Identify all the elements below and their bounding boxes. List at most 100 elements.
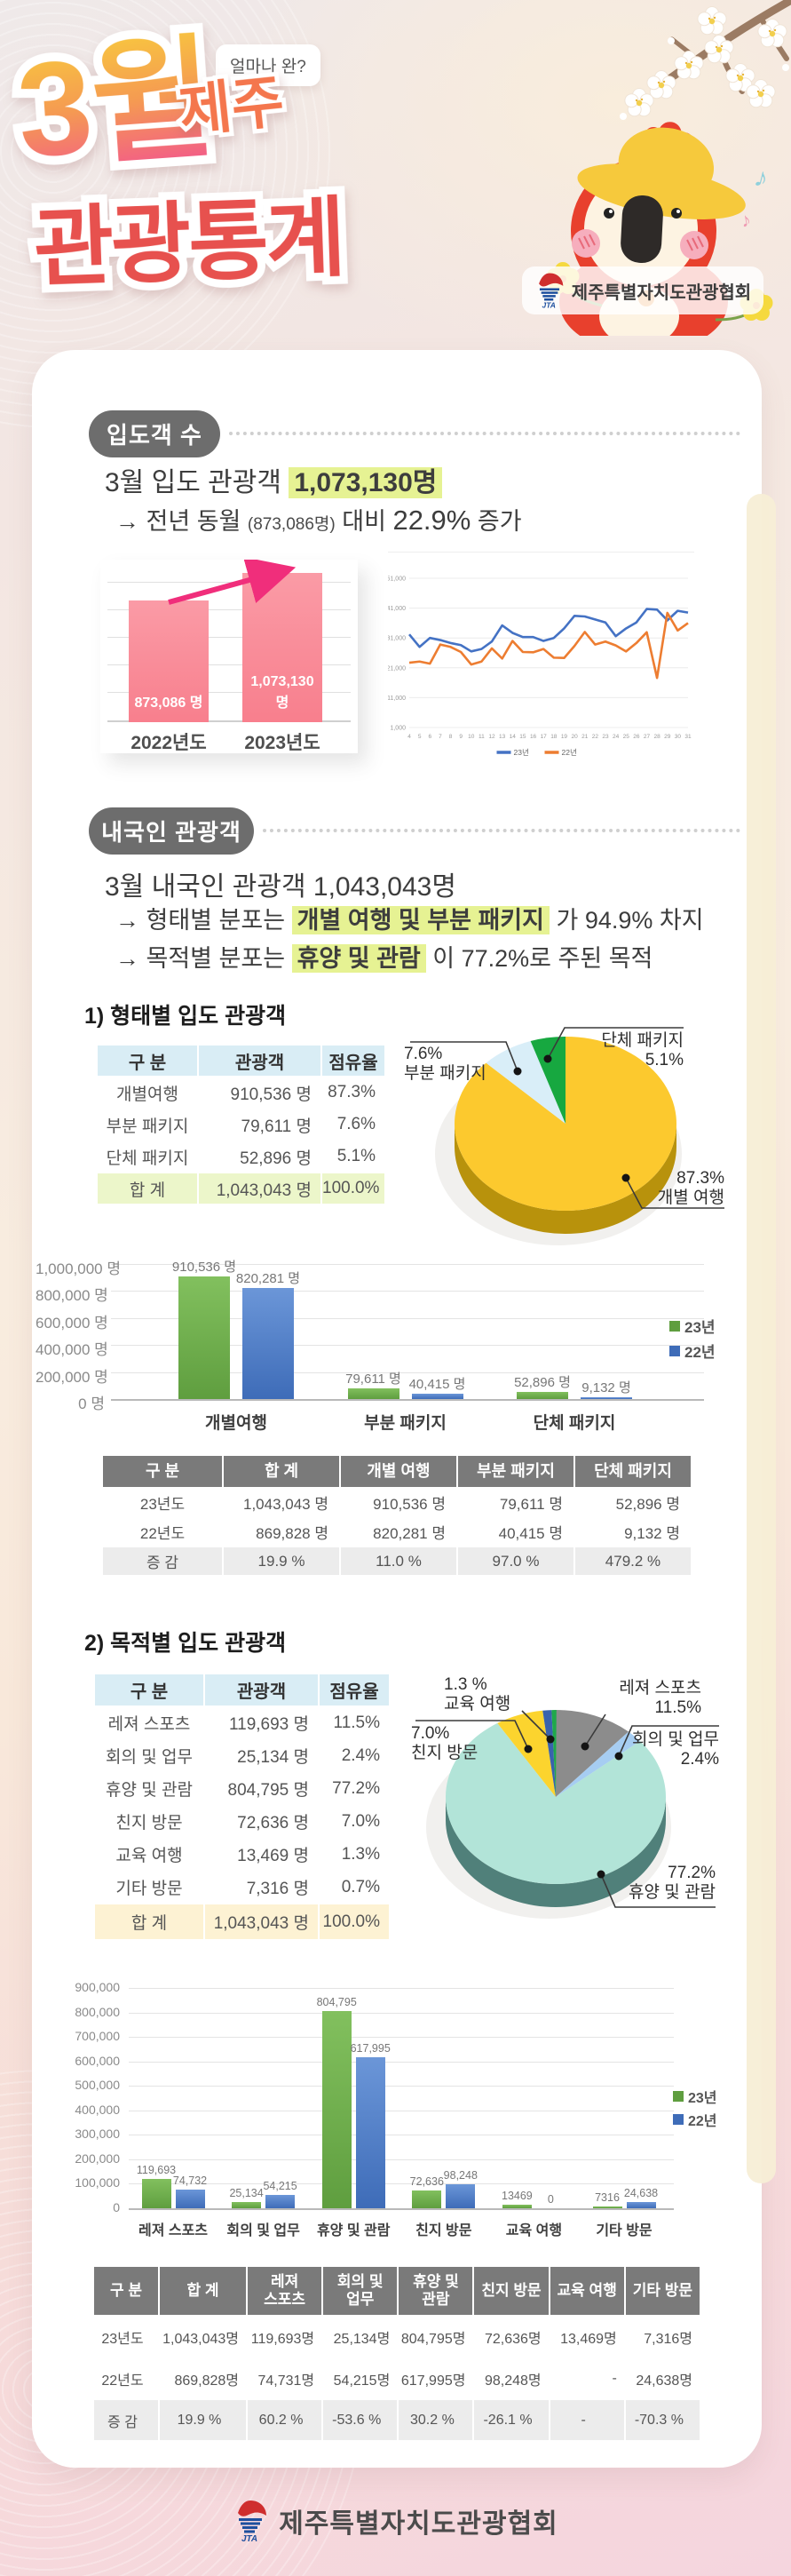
bar-value-label: 820,281 명 — [235, 1271, 301, 1286]
svg-text:JTA: JTA — [241, 2534, 257, 2544]
gridline — [111, 1291, 704, 1292]
table-cell: 합 계 — [95, 1904, 203, 1939]
bar — [502, 2205, 532, 2208]
x-tick-label: 15 — [519, 734, 526, 740]
gridline — [129, 2012, 674, 2014]
y-tick-label: 1,000 — [390, 726, 406, 732]
dotted-divider — [263, 829, 740, 832]
type-compare-bar-chart: 1,000,000 명 800,000 명 600,000 명 400,000 명 20… — [36, 1260, 746, 1442]
table-cell: 52,896 명 — [615, 1496, 680, 1513]
bar-value-label: 52,896 명 — [514, 1375, 571, 1390]
gridline — [111, 1345, 704, 1347]
pie-callout-label: 7.0% 친지 방문 — [411, 1724, 479, 1763]
bar-value-label: 79,611 명 — [345, 1371, 401, 1387]
gridline — [129, 2061, 674, 2063]
bar-value-label: 119,693 — [136, 2164, 177, 2176]
decor-band — [747, 494, 776, 2183]
domestic-type-line: → 형태별 분포는 개별 여행 및 부분 패키지 가 94.9% 차지 — [115, 906, 704, 934]
bar-value-label: 0 — [547, 2193, 554, 2206]
domestic-headline: 3월 내국인 관광객 1,043,043명 — [105, 872, 456, 902]
x-tick-label: 9 — [459, 734, 463, 740]
category-label: 부분 패키지 — [364, 1414, 447, 1433]
table-cell: 119,693 명 — [228, 1715, 309, 1734]
table-cell: 13,469 명 — [237, 1847, 309, 1865]
table-cell: 레져 스포츠 — [107, 1715, 191, 1734]
blossom-branch-illustration — [620, 0, 791, 120]
purpose-share-table: 구 분 관광객 점유율 레져 스포츠 119,693 명 11.5% 회의 및 업무 25,1… — [93, 1673, 391, 1941]
table-cell: 72,636명 — [484, 2331, 542, 2347]
table-cell: 교육 여행 — [550, 2267, 624, 2315]
table-cell: 77.2% — [332, 1778, 380, 1798]
x-tick-label: 20 — [571, 734, 578, 740]
category-label: 친지 방문 — [415, 2223, 472, 2238]
x-axis-line — [129, 2208, 674, 2210]
bar — [626, 2202, 656, 2208]
bar — [446, 2184, 476, 2208]
x-tick-label: 12 — [488, 734, 495, 740]
table-cell: 5.1% — [336, 1147, 376, 1165]
bar-value-label: 74,732 — [172, 2174, 208, 2187]
table-cell: 2.4% — [341, 1745, 380, 1765]
category-label: 개별여행 — [205, 1414, 267, 1433]
table-cell: 구 분 — [95, 1674, 203, 1705]
speech-bubble-text: 얼마나 완? — [230, 58, 306, 76]
dotted-divider — [229, 432, 740, 435]
x-tick-label: 17 — [541, 734, 548, 740]
subsection-heading-type: 1) 형태별 입도 관광객 — [84, 1004, 287, 1029]
x-tick-label: 28 — [653, 734, 660, 740]
table-cell: 479.2 % — [575, 1547, 691, 1575]
category-label: 2023년도 — [244, 733, 320, 753]
x-tick-label: 8 — [449, 734, 453, 740]
table-cell: 79,611 명 — [241, 1117, 312, 1136]
callout-line — [547, 1027, 684, 1060]
table-cell: 개별 여행 — [341, 1456, 456, 1487]
table-cell: 30.2 % — [399, 2400, 473, 2440]
table-cell: 617,995명 — [400, 2373, 466, 2389]
y-tick-label: 200,000 — [75, 2151, 120, 2166]
y-tick-label: 0 — [113, 2200, 120, 2214]
x-tick-label: 26 — [633, 734, 640, 740]
table-cell: 1,043,043명 — [162, 2331, 239, 2347]
table-cell: 구 분 — [94, 2267, 158, 2315]
bar-value-label: 25,134 — [229, 2187, 264, 2199]
legend-item: 22년 — [673, 2109, 717, 2130]
table-cell: 100.0% — [322, 1173, 384, 1204]
gridline — [129, 2086, 674, 2087]
footer: JTA 제주특별자치도관광협회 — [0, 2498, 791, 2544]
table-cell: -53.6 % — [323, 2400, 398, 2440]
gridline — [111, 1264, 704, 1265]
table-cell: - — [550, 2400, 624, 2440]
daily-arrivals-line-chart: 51,000 41,000 31,000 21,000 11,000 1,000 4 5 6 7 8… — [387, 552, 694, 763]
legend-item: 23년 — [673, 2086, 717, 2107]
table-cell: 친지 방문 — [115, 1814, 183, 1833]
category-label: 2022년도 — [131, 733, 207, 753]
type-share-table: 구 분 관광객 점유율 개별여행 910,536 명 87.3% 부분 패키지 79,611 … — [96, 1044, 386, 1205]
table-cell: 25,134명 — [333, 2331, 391, 2347]
bar — [347, 1388, 399, 1399]
y-tick-label: 31,000 — [388, 636, 406, 642]
jta-logo-icon: JTA — [538, 273, 564, 310]
y-tick-label: 41,000 — [388, 606, 406, 612]
bar — [141, 2179, 171, 2208]
y-tick-label: 600,000 — [75, 2053, 120, 2068]
y-tick-label: 800,000 — [75, 2004, 120, 2019]
table-cell: 22년도 — [139, 1525, 186, 1542]
table-cell: 합 계 — [160, 2267, 246, 2315]
bar-value-label: 910,536 명 — [171, 1260, 237, 1275]
x-tick-label: 10 — [468, 734, 475, 740]
arrivals-headline: 3월 입도 관광객 1,073,130명 — [105, 460, 443, 499]
pie-callout-label: 87.3% 개별 여행 — [657, 1169, 724, 1208]
table-cell: 교육 여행 — [115, 1847, 183, 1865]
category-label: 교육 여행 — [505, 2223, 563, 2238]
bar — [175, 2190, 205, 2208]
subsection-heading-purpose: 2) 목적별 입도 관광객 — [84, 1631, 287, 1656]
table-cell: 79,611 명 — [499, 1496, 563, 1513]
table-cell: 1,043,043 명 — [243, 1496, 328, 1513]
pie-slice — [446, 1722, 666, 1884]
pie-slice — [556, 1710, 629, 1797]
table-cell: 7,316명 — [644, 2331, 692, 2347]
x-tick-label: 4 — [407, 734, 411, 740]
pie-slice — [551, 1710, 557, 1797]
